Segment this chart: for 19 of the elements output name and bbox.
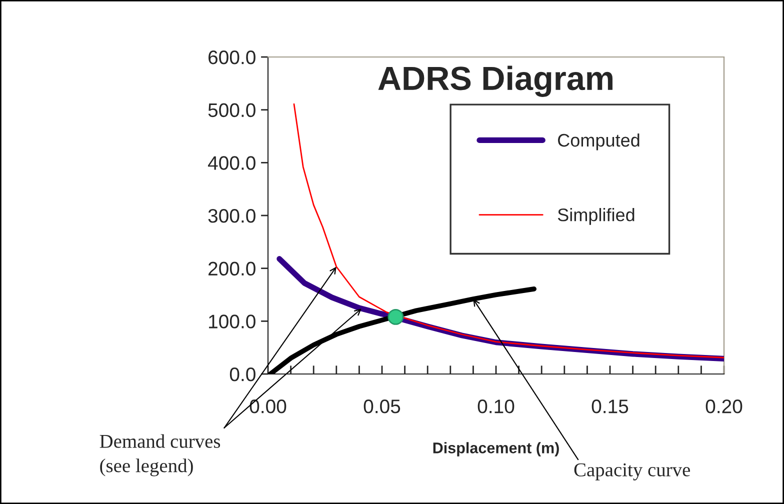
y-tick-label: 300.0: [208, 208, 256, 223]
line-series: [293, 103, 724, 358]
x-axis-title: Displacement (m): [433, 442, 559, 456]
y-tick-label: 200.0: [208, 262, 256, 276]
y-tick-label: 500.0: [208, 103, 256, 118]
x-tick-label: 0.05: [364, 400, 400, 414]
legend-label: Computed: [558, 133, 640, 150]
y-tick-label: 100.0: [209, 314, 256, 328]
x-tick-label: 0.15: [592, 400, 628, 414]
x-tick-label: 0.00: [250, 400, 286, 414]
annotation: Demand curves (see legend): [100, 434, 220, 476]
x-tick-label: 0.20: [706, 400, 742, 414]
legend-label: Simplified: [558, 208, 634, 225]
annotation: Capacity curve: [574, 463, 690, 480]
chart-title: ADRS Diagram: [378, 66, 612, 97]
y-tick-label: 0.0: [230, 367, 256, 382]
x-tick-label: 0.10: [478, 400, 514, 414]
y-tick-label: 400.0: [208, 156, 256, 170]
y-tick-label: 600.0: [208, 50, 256, 64]
